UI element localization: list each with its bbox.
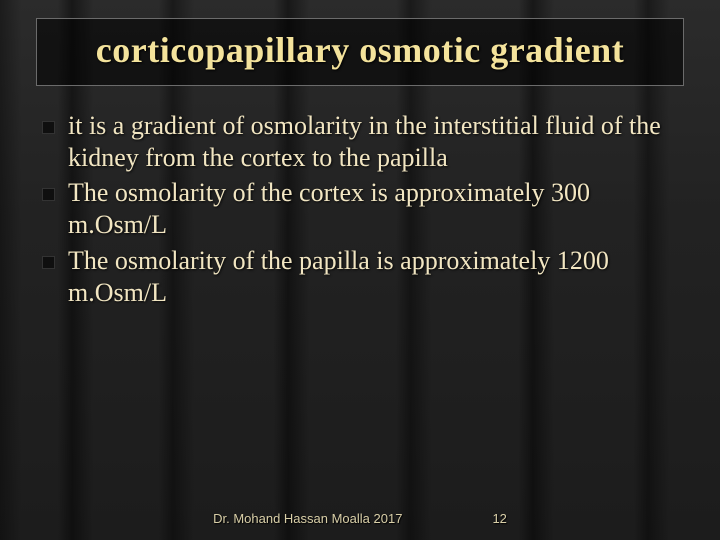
body-area: it is a gradient of osmolarity in the in… (28, 110, 692, 540)
slide: corticopapillary osmotic gradient it is … (0, 0, 720, 540)
footer-page-number: 12 (492, 511, 506, 526)
bullet-list: it is a gradient of osmolarity in the in… (32, 110, 688, 308)
slide-title: corticopapillary osmotic gradient (51, 29, 669, 71)
list-item: The osmolarity of the papilla is approxi… (32, 245, 688, 308)
title-box: corticopapillary osmotic gradient (36, 18, 684, 86)
footer-author: Dr. Mohand Hassan Moalla 2017 (213, 511, 402, 526)
list-item: The osmolarity of the cortex is approxim… (32, 177, 688, 240)
slide-footer: Dr. Mohand Hassan Moalla 2017 12 (0, 511, 720, 526)
list-item: it is a gradient of osmolarity in the in… (32, 110, 688, 173)
